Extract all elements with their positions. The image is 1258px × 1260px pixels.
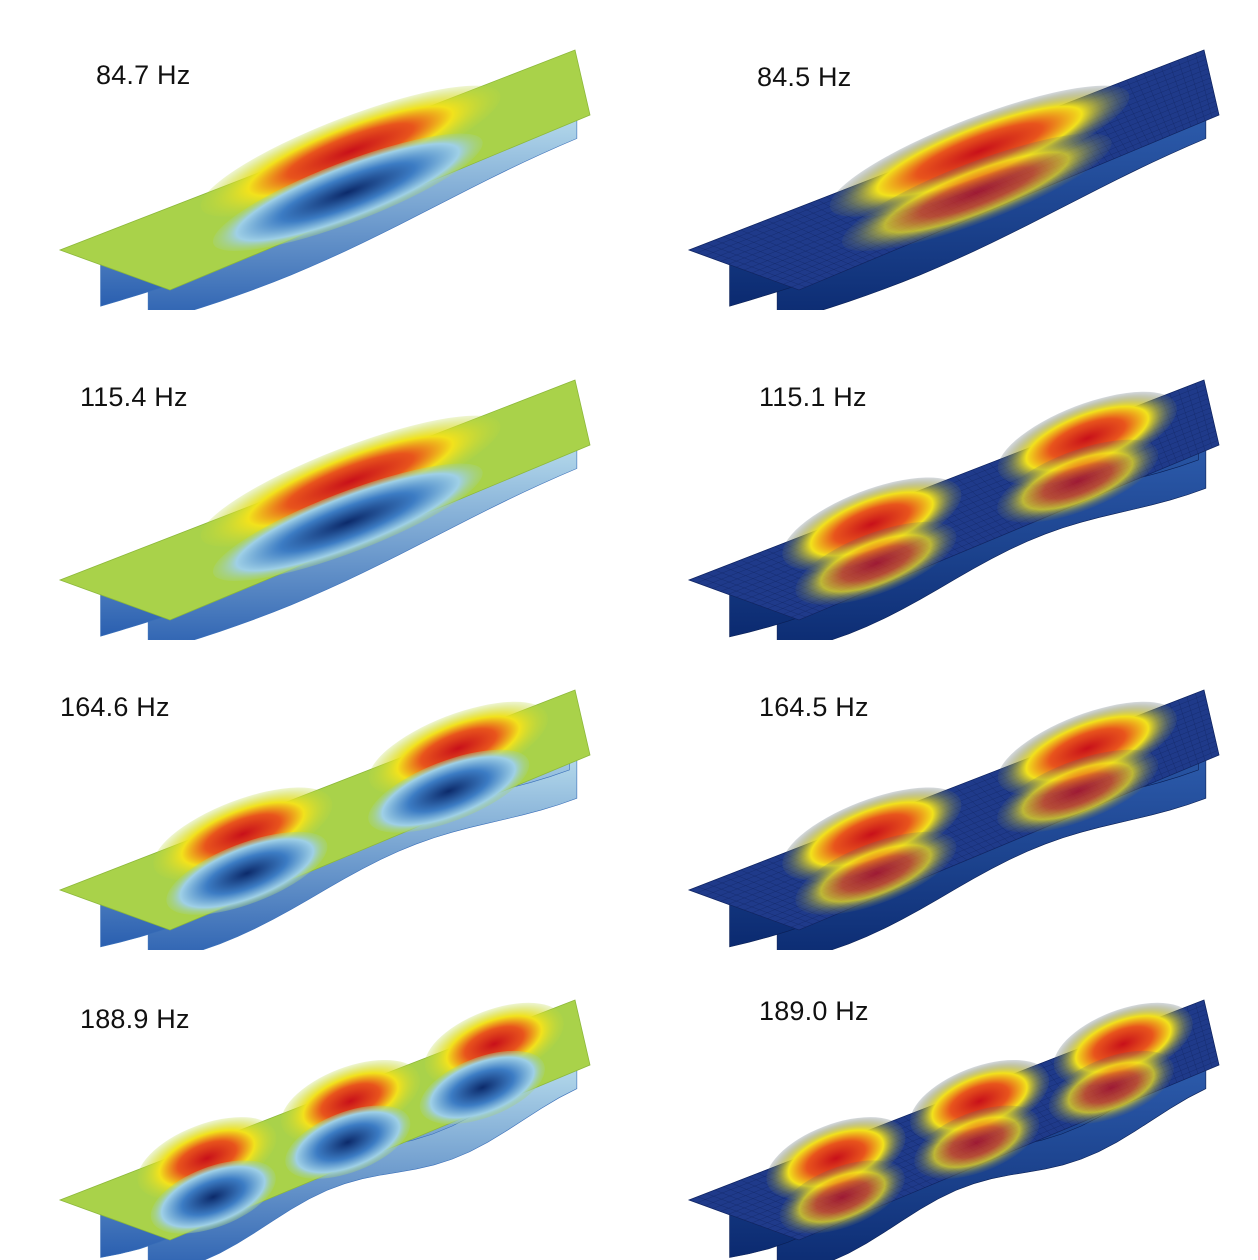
plate-render-left-3 [58, 689, 591, 950]
mode-peak [997, 391, 1177, 485]
mode-trough [150, 1160, 276, 1234]
mode-panel-left-4: 188.9 Hz [0, 950, 629, 1260]
mode-peak [782, 787, 962, 881]
mode-trough [212, 463, 483, 581]
mode-trough [285, 1105, 411, 1179]
frequency-label-left-1: 84.7 Hz [96, 60, 191, 90]
mode-peak [368, 701, 548, 795]
mode-peak [200, 415, 501, 547]
frequency-label-right-4: 189.0 Hz [759, 996, 869, 1026]
mode-panel-left-2: 115.4 Hz [0, 330, 629, 640]
mode-trough [212, 133, 483, 251]
plate-render-left-1 [58, 49, 591, 310]
mode-peak [153, 787, 333, 881]
mode-panel-left-1: 84.7 Hz [0, 0, 629, 310]
plate-group [687, 49, 1220, 310]
plate-group [687, 379, 1220, 640]
plate-group [58, 49, 591, 310]
plate-group [58, 999, 591, 1260]
plate-group [58, 689, 591, 950]
mode-trough [166, 831, 328, 915]
mode-trough [368, 749, 530, 833]
mode-trough [1048, 1050, 1174, 1125]
mode-trough [795, 521, 957, 605]
mode-peak [200, 85, 501, 217]
plate-render-right-1 [687, 49, 1220, 310]
plate-render-right-4 [687, 999, 1220, 1260]
plate-render-left-2 [58, 379, 591, 640]
plate-group [58, 379, 591, 640]
mode-panel-right-3: 164.5 Hz [629, 640, 1258, 950]
mode-panel-right-1: 84.5 Hz [629, 0, 1258, 310]
mode-peak [997, 701, 1177, 795]
mode-trough [795, 831, 957, 915]
mode-peak [782, 477, 962, 571]
mode-trough [914, 1105, 1040, 1179]
plate-render-right-3 [687, 689, 1220, 950]
mode-trough [841, 133, 1112, 251]
mode-trough [997, 439, 1159, 523]
frequency-label-right-3: 164.5 Hz [759, 692, 869, 722]
frequency-label-right-2: 115.1 Hz [759, 382, 867, 412]
frequency-label-right-1: 84.5 Hz [757, 62, 852, 92]
plate-group [687, 999, 1220, 1260]
mode-trough [779, 1160, 905, 1234]
plate-render-left-4 [58, 999, 591, 1260]
mode-trough [419, 1050, 545, 1125]
plate-render-right-2 [687, 379, 1220, 640]
mode-peak [829, 85, 1130, 217]
mode-trough [997, 749, 1159, 833]
mode-panel-right-4: 189.0 Hz [629, 950, 1258, 1260]
mode-panel-right-2: 115.1 Hz [629, 330, 1258, 640]
plate-group [687, 689, 1220, 950]
frequency-label-left-2: 115.4 Hz [80, 382, 188, 412]
mode-panel-left-3: 164.6 Hz [0, 640, 629, 950]
frequency-label-left-3: 164.6 Hz [60, 692, 170, 722]
frequency-label-left-4: 188.9 Hz [80, 1004, 190, 1034]
